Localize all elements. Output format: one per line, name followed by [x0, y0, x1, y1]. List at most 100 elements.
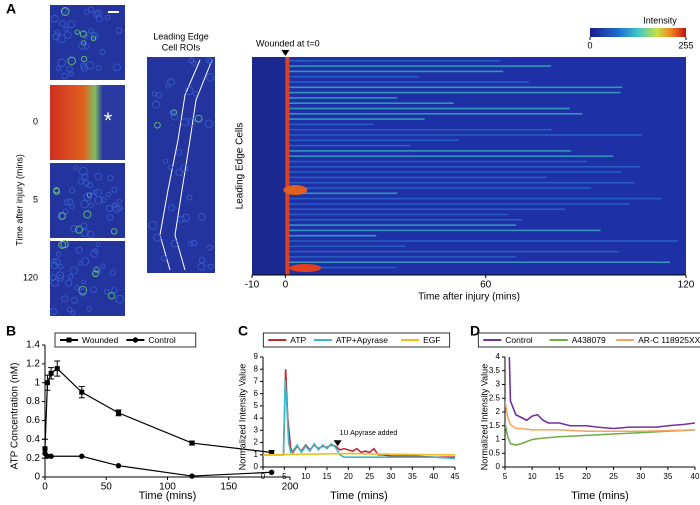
image — [50, 85, 125, 160]
cell — [115, 294, 124, 304]
cell — [83, 192, 92, 201]
y-tick-label: 2 — [254, 438, 259, 447]
cell — [60, 7, 70, 16]
x-tick-label: 30 — [387, 472, 396, 481]
cell — [81, 173, 89, 181]
legend-label: Wounded — [82, 335, 119, 345]
y-tick-label: 3 — [254, 425, 259, 434]
cell — [116, 204, 123, 212]
wound-response — [285, 57, 290, 275]
marker — [44, 380, 50, 386]
data-line — [263, 380, 455, 460]
cell — [66, 306, 73, 313]
annotation: Wounded at t=0 — [256, 38, 320, 48]
intensity-streak — [285, 150, 572, 152]
marker — [189, 440, 195, 446]
cell — [180, 118, 189, 127]
x-tick-label: 20 — [344, 472, 353, 481]
legend-label: A438079 — [572, 335, 606, 345]
cell — [79, 166, 88, 176]
legend-label: AR-C 118925XX — [638, 335, 700, 345]
intensity-streak — [285, 224, 517, 226]
cell — [207, 244, 213, 251]
y-tick-label: 0 — [496, 462, 501, 471]
y-tick-label: 0 — [254, 462, 259, 471]
cell — [75, 246, 83, 254]
cell — [100, 263, 106, 269]
y-tick-label: 1.4 — [26, 340, 40, 351]
intensity-streak — [285, 128, 552, 131]
cell — [78, 261, 83, 266]
intensity-streak — [285, 240, 678, 242]
cell — [63, 26, 69, 32]
legend-label: Control — [505, 335, 533, 345]
cell — [61, 295, 69, 303]
marker — [116, 410, 121, 416]
intensity-streak — [285, 75, 420, 78]
intensity-streak — [285, 171, 622, 173]
marker — [54, 366, 60, 372]
intensity-streak — [285, 139, 460, 142]
x-tick-label: 40 — [429, 472, 438, 481]
cell — [84, 8, 91, 15]
y-tick-label: 2.5 — [489, 393, 501, 402]
y-tick-label: 4 — [254, 413, 259, 422]
x-tick-label: 30 — [636, 472, 645, 481]
data-line — [505, 400, 695, 433]
panel-label: D — [470, 323, 480, 339]
cell — [78, 42, 86, 50]
cell — [206, 73, 215, 82]
y-tick-label: 1 — [254, 450, 259, 459]
cell — [208, 58, 214, 64]
cell — [68, 71, 74, 77]
intensity-streak — [285, 155, 613, 157]
x-axis-label: Time (mins) — [330, 490, 388, 502]
cell — [71, 297, 78, 304]
colorbar-tick-label: 0 — [587, 40, 592, 50]
cell — [65, 279, 73, 287]
cell — [107, 175, 114, 182]
x-tick-label: 0 — [261, 472, 266, 481]
cell — [151, 91, 157, 97]
legend-label: ATP+Apyrase — [336, 335, 388, 345]
cell — [57, 34, 66, 43]
y-tick-label: 2 — [496, 407, 501, 416]
cell — [186, 194, 193, 201]
intensity-streak — [285, 213, 509, 216]
x-tick-label: 60 — [480, 280, 492, 291]
cell — [160, 255, 168, 262]
cell — [81, 279, 87, 285]
cell — [156, 92, 163, 99]
y-axis-label: Leading Edge Cells — [235, 123, 246, 210]
annotation-arrow — [333, 440, 342, 447]
intensity-streak — [285, 113, 583, 115]
x-tick-label: 100 — [159, 482, 176, 493]
cell — [169, 109, 176, 116]
cell — [192, 90, 199, 97]
legend-label: ATP — [290, 335, 306, 345]
y-tick-label: 0.2 — [26, 453, 40, 464]
x-tick-label: 25 — [609, 472, 618, 481]
y-axis-label: Normalized Intensity Value — [237, 364, 247, 470]
cell — [153, 233, 162, 242]
cell — [86, 230, 95, 238]
intensity-streak — [285, 219, 523, 221]
cell — [116, 199, 122, 204]
intensity-streak — [285, 91, 621, 94]
cell — [92, 10, 100, 18]
intensity-streak — [285, 60, 500, 62]
legend-marker — [66, 337, 72, 343]
cell — [86, 182, 94, 189]
x-tick-label: 200 — [282, 482, 299, 493]
cell — [177, 215, 185, 223]
intensity-streak — [285, 81, 529, 83]
cell — [105, 204, 113, 212]
cell — [105, 191, 111, 198]
cell — [52, 32, 61, 41]
cell — [187, 240, 194, 247]
y-tick-label: 7 — [254, 377, 259, 386]
cell — [56, 271, 65, 280]
cell — [62, 8, 68, 14]
cell — [188, 57, 195, 64]
